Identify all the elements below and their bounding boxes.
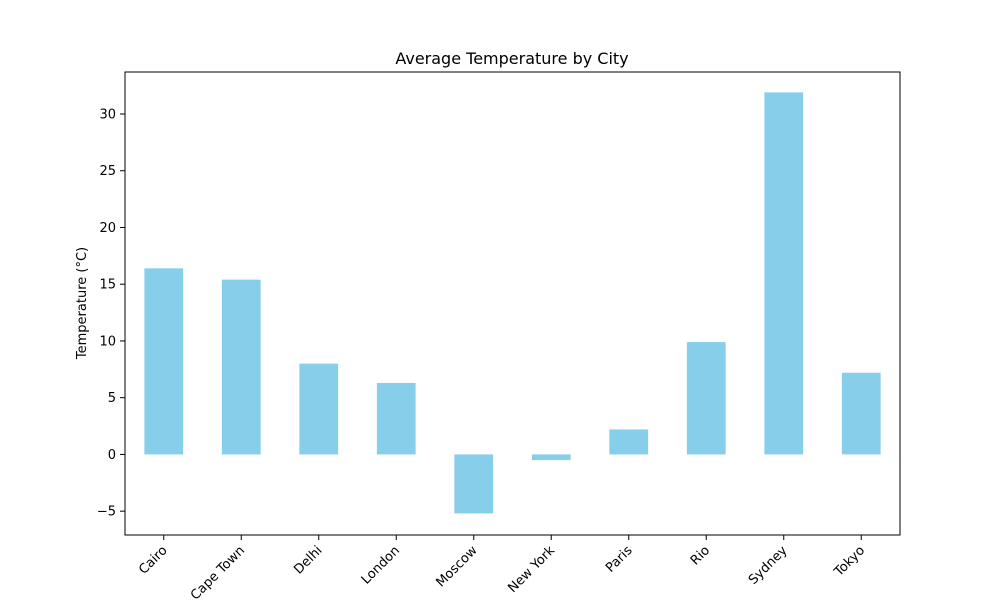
- y-tick-label: 10: [99, 334, 116, 349]
- y-axis: −5 0 5 10 15 20 25 30: [97, 107, 125, 520]
- bar-rio: [686, 342, 726, 455]
- y-tick-label: 30: [99, 107, 116, 122]
- bar-sydney: [764, 92, 804, 455]
- y-axis-label: Temperature (°C): [75, 247, 90, 360]
- plot-frame: [124, 71, 901, 536]
- y-tick-label: 5: [108, 391, 116, 406]
- y-tick-label: −5: [97, 505, 116, 520]
- y-tick-label: 25: [99, 164, 116, 179]
- chart-title: Average Temperature by City: [395, 49, 628, 68]
- y-tick-label: 0: [108, 448, 116, 463]
- bar-new-york: [531, 454, 571, 461]
- bar-london: [376, 382, 416, 455]
- bar-cairo: [144, 268, 184, 455]
- bar-paris: [609, 429, 649, 455]
- bars-layer: [144, 92, 881, 514]
- y-tick-label: 15: [99, 278, 116, 293]
- bar-tokyo: [841, 372, 881, 455]
- bar-delhi: [299, 363, 339, 455]
- y-tick-label: 20: [99, 221, 116, 236]
- bar-moscow: [454, 454, 494, 514]
- bar-cape-town: [221, 279, 261, 455]
